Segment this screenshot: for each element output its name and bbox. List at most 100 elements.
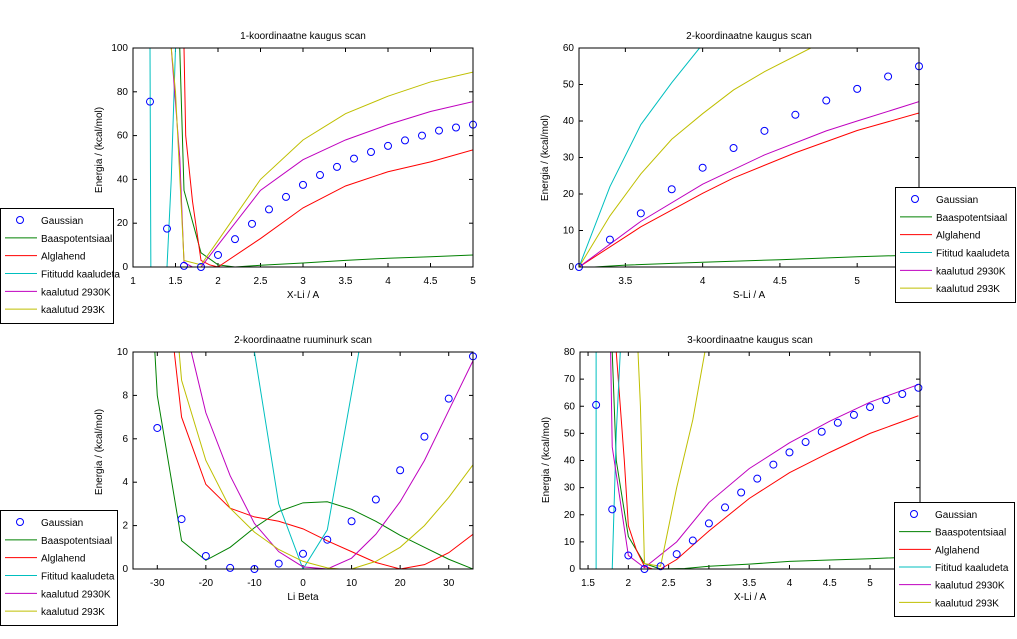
y-axis-label: Energia / (kcal/mol)	[94, 107, 105, 193]
gaussian-point	[801, 438, 810, 447]
series-line-fit	[149, 48, 176, 267]
axes-box	[579, 351, 921, 570]
gaussian-point	[231, 235, 239, 244]
gaussian-point	[853, 84, 862, 93]
legend-entry: kaalutud 293K	[935, 598, 999, 609]
x-tick-label: 3	[706, 578, 712, 589]
y-tick-label: 30	[563, 153, 575, 164]
gaussian-point	[656, 562, 665, 571]
series-line-k293	[637, 352, 706, 567]
series-line-alglahend	[615, 352, 919, 569]
y-tick-label: 60	[117, 131, 129, 142]
plot-area	[154, 352, 473, 569]
gaussian-point	[418, 131, 426, 140]
y-tick-label: 10	[117, 347, 129, 358]
x-tick-label: 4	[700, 276, 706, 287]
legend-entry: Alglahend	[936, 231, 980, 242]
plot-area	[595, 352, 919, 569]
gaussian-point	[737, 488, 746, 497]
chart-title: 2-koordinaatne kaugus scan	[686, 31, 812, 42]
y-tick-label: 50	[564, 428, 576, 439]
x-axis-label: S-Li / A	[733, 290, 766, 301]
axes-box	[578, 47, 920, 268]
y-tick-label: 0	[122, 564, 128, 575]
y-tick-label: 30	[564, 483, 576, 494]
series-line-base	[154, 352, 473, 569]
legend-entry: Baaspotentsiaal	[41, 234, 112, 245]
gaussian-point	[350, 154, 358, 163]
legend-entry: kaalutud 293K	[41, 607, 105, 618]
x-tick-label: 5	[867, 578, 873, 589]
legend-entry: kaalutud 293K	[41, 305, 105, 316]
series-line-k2930	[579, 101, 919, 267]
gaussian-point	[396, 466, 405, 475]
y-tick-label: 40	[563, 116, 575, 127]
legend-entry: Baaspotentsiaal	[935, 528, 1006, 539]
gaussian-point	[624, 551, 633, 560]
x-axis-label: X-Li / A	[734, 592, 767, 603]
gaussian-point	[452, 123, 460, 132]
gaussian-point	[760, 126, 769, 135]
gaussian-point	[884, 72, 893, 81]
gaussian-point	[698, 163, 707, 172]
gaussian-point	[299, 549, 307, 558]
gaussian-point	[180, 261, 188, 270]
gaussian-point	[608, 505, 617, 514]
gaussian-point	[636, 209, 645, 218]
x-tick-label: -10	[247, 578, 262, 589]
legend-entry: kaalutud 2930K	[936, 266, 1006, 277]
legend-entry: kaalutud 293K	[936, 284, 1000, 295]
x-tick-label: 3	[300, 276, 306, 287]
gaussian-point	[146, 97, 154, 106]
legend-entry: Alglahend	[41, 554, 85, 565]
y-tick-label: 20	[563, 189, 575, 200]
legend-entry: kaalutud 2930K	[935, 581, 1005, 592]
y-tick-label: 70	[564, 374, 576, 385]
legend-entry: kaalutud 2930K	[41, 589, 111, 600]
x-axis-label: Li Beta	[287, 592, 319, 603]
y-tick-label: 10	[563, 226, 575, 237]
series-line-alglahend	[173, 352, 473, 569]
series-line-k2930	[170, 48, 473, 267]
plot-area	[149, 48, 473, 267]
gaussian-point	[753, 474, 762, 483]
gaussian-point	[667, 185, 676, 194]
subplot-2: 2-koordinaatne kaugus scan S-Li / A Energi…	[540, 31, 1016, 303]
gaussian-point	[866, 403, 875, 412]
x-tick-label: 1.5	[581, 578, 595, 589]
y-tick-label: 2	[122, 521, 128, 532]
legend-marker	[911, 195, 919, 203]
y-tick-label: 60	[563, 43, 575, 54]
gaussian-point	[371, 495, 380, 504]
gaussian-point	[214, 250, 222, 259]
legend-entry: Gaussian	[936, 195, 978, 206]
legend-entry: Fititudd kaaludeta	[41, 270, 120, 281]
gaussian-point	[201, 551, 210, 560]
legend-entry: Fititud kaaludeta	[936, 249, 1010, 260]
y-tick-label: 60	[564, 401, 576, 412]
series-line-fit	[579, 48, 700, 267]
y-axis-label: Energia / (kcal/mol)	[541, 417, 552, 503]
y-tick-label: 4	[122, 477, 128, 488]
gaussian-point	[333, 162, 341, 171]
subplot-3: 2-koordinaatne ruuminurk scan Li Beta Ener…	[0, 335, 477, 626]
legend-entry: Fititud kaaludeta	[935, 563, 1009, 574]
x-tick-label: 4.5	[424, 276, 438, 287]
gaussian-point	[444, 394, 453, 403]
legend-entry: Gaussian	[41, 216, 83, 227]
y-tick-label: 0	[569, 564, 575, 575]
gaussian-point	[833, 418, 842, 427]
gaussian-point	[882, 396, 891, 405]
y-tick-label: 100	[111, 43, 128, 54]
gaussian-point	[791, 110, 800, 119]
chart-title: 1-koordinaatne kaugus scan	[240, 31, 366, 42]
series-line-base	[179, 48, 473, 267]
legend-entry: Baaspotentsiaal	[936, 213, 1007, 224]
gaussian-point	[914, 383, 923, 392]
gaussian-point	[177, 515, 186, 524]
chart-title: 2-koordinaatne ruuminurk scan	[234, 335, 372, 346]
x-tick-label: 5	[470, 276, 476, 287]
gaussian-point	[420, 432, 429, 441]
axes-box	[132, 47, 474, 268]
